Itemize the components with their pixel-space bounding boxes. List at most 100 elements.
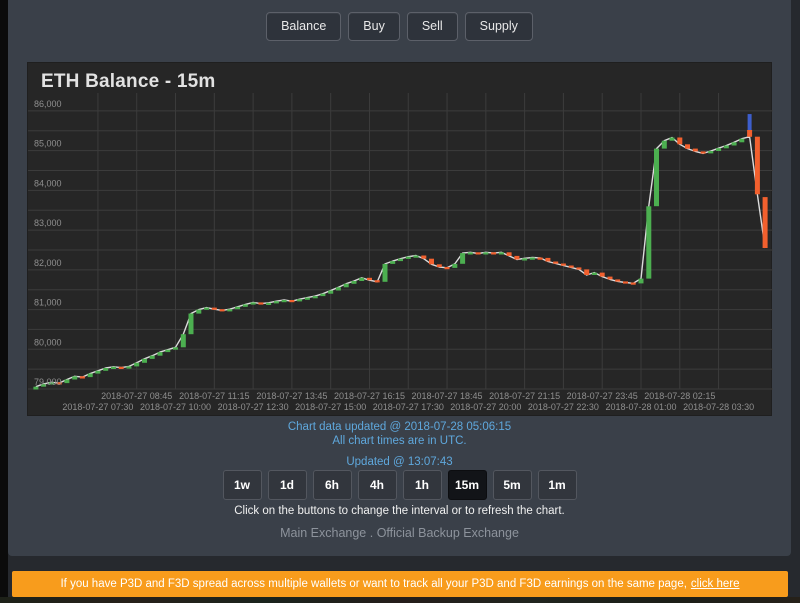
candle-down — [700, 151, 706, 154]
candle-down — [219, 309, 225, 312]
candle-up — [452, 263, 458, 268]
candlestick-chart: 79,000 80,000 81,000 82,000 83,000 84,000 85,0… — [28, 93, 773, 417]
interval-button-1d[interactable]: 1d — [267, 470, 307, 500]
candle-up — [250, 302, 256, 305]
buy-button[interactable]: Buy — [348, 12, 400, 41]
candle-down — [747, 130, 753, 137]
interval-button-6h[interactable]: 6h — [312, 470, 352, 500]
candle-down — [258, 302, 264, 305]
candle-up — [64, 379, 70, 384]
interval-button-5m[interactable]: 5m — [492, 470, 532, 500]
interval-button-1m[interactable]: 1m — [537, 470, 577, 500]
candle-down — [762, 197, 768, 248]
interval-button-group: 1w 1d 6h 4h 1h 15m 5m 1m — [8, 470, 791, 500]
x-axis-label: 2018-07-27 07:30 — [62, 402, 133, 412]
candle-down — [289, 300, 295, 303]
candle-down — [568, 265, 574, 268]
candle-up — [413, 255, 419, 258]
candle-down — [475, 252, 481, 255]
exchange-links: Main Exchange . Official Backup Exchange — [8, 526, 791, 540]
candle-up — [41, 383, 47, 387]
candle-up — [320, 293, 326, 297]
candle-down — [545, 257, 551, 262]
candle-up — [351, 281, 357, 284]
backup-exchange-link[interactable]: Official Backup Exchange — [376, 526, 519, 540]
x-axis-label: 2018-07-27 22:30 — [528, 402, 599, 412]
candle-up — [48, 382, 54, 385]
candle-down — [211, 307, 217, 310]
candle-up — [188, 313, 194, 335]
top-toolbar: Balance Buy Sell Supply — [8, 12, 791, 41]
candle-up — [297, 299, 303, 302]
candle-up — [273, 301, 279, 304]
candle-down — [444, 267, 450, 270]
x-axis-label: 2018-07-28 02:15 — [644, 391, 715, 401]
balance-button[interactable]: Balance — [266, 12, 342, 41]
interval-button-15m[interactable]: 15m — [447, 470, 487, 500]
candle-down — [491, 252, 497, 255]
candle-up — [661, 140, 667, 149]
candle-down — [56, 382, 62, 385]
x-axis-label: 2018-07-28 01:00 — [605, 402, 676, 412]
candle-down — [754, 136, 760, 195]
main-panel: Balance Buy Sell Supply ETH Balance - 15m 7… — [8, 0, 791, 556]
candle-up — [382, 263, 388, 282]
candle-up — [467, 252, 473, 255]
x-axis-label: 2018-07-27 16:15 — [334, 391, 405, 401]
y-axis-label: 86,000 — [34, 99, 62, 109]
banner-click-here-link[interactable]: click here — [690, 578, 740, 590]
promo-banner: If you have P3D and F3D spread across mu… — [12, 571, 788, 597]
candle-down — [692, 148, 698, 152]
candle-up — [33, 386, 39, 390]
banner-text: If you have P3D and F3D spread across mu… — [60, 578, 687, 590]
below-banner-content — [0, 597, 800, 603]
x-axis-label: 2018-07-27 15:00 — [295, 402, 366, 412]
candle-up — [328, 290, 334, 294]
x-axis-label: 2018-07-27 21:15 — [489, 391, 560, 401]
candle-up — [126, 366, 132, 369]
candle-up — [716, 148, 722, 151]
main-exchange-link[interactable]: Main Exchange — [280, 526, 367, 540]
timezone-note: All chart times are in UTC. — [332, 435, 467, 447]
interval-button-1h[interactable]: 1h — [402, 470, 442, 500]
candle-up — [723, 145, 729, 149]
x-axis-label: 2018-07-27 10:00 — [140, 402, 211, 412]
x-axis-label: 2018-07-27 23:45 — [567, 391, 638, 401]
candle-up — [522, 258, 528, 261]
candle-down — [514, 255, 520, 260]
candle-up — [646, 206, 652, 279]
candle-down — [553, 261, 559, 264]
candle-down — [677, 137, 683, 145]
candle-down — [576, 267, 582, 270]
candle-down — [615, 279, 621, 282]
interval-button-1w[interactable]: 1w — [222, 470, 262, 500]
candle-up — [498, 252, 504, 255]
candle-up — [95, 370, 101, 374]
candle-up — [669, 137, 675, 141]
page-right-edge — [791, 0, 800, 603]
candle-down — [118, 366, 124, 369]
candle-up — [165, 349, 171, 353]
y-axis-label: 85,000 — [34, 139, 62, 149]
candle-down — [623, 281, 628, 284]
chart-plot-area: 79,000 80,000 81,000 82,000 83,000 84,000 85,0… — [28, 93, 773, 412]
sell-button[interactable]: Sell — [406, 12, 458, 41]
y-axis-label: 84,000 — [34, 178, 62, 188]
supply-button[interactable]: Supply — [464, 12, 533, 41]
y-axis-label: 81,000 — [34, 298, 62, 308]
candle-down — [537, 257, 543, 260]
interval-hint: Click on the buttons to change the inter… — [234, 505, 565, 517]
candle-up — [405, 256, 411, 259]
y-axis-label: 82,000 — [34, 258, 62, 268]
chart-card: ETH Balance - 15m 79,000 80,000 81,000 82,0… — [27, 62, 773, 417]
candle-up — [173, 347, 178, 350]
candle-up — [654, 148, 659, 207]
candle-up — [157, 352, 163, 356]
interval-button-4h[interactable]: 4h — [357, 470, 397, 500]
x-axis-label: 2018-07-27 11:15 — [179, 391, 249, 401]
candle-down — [506, 252, 512, 256]
page-left-edge — [0, 0, 8, 603]
candle-up — [731, 142, 737, 146]
candle-down — [599, 272, 605, 277]
x-axis-label: 2018-07-27 12:30 — [218, 402, 289, 412]
